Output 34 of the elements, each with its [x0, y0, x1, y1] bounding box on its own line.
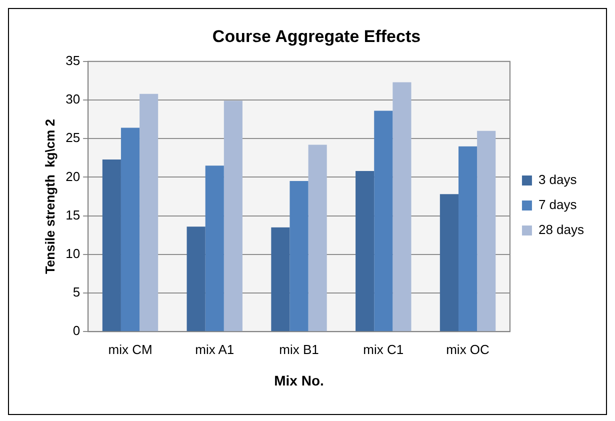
- y-tick-label: 10: [66, 246, 80, 261]
- y-tick-label: 5: [72, 284, 80, 300]
- y-tick-label: 15: [66, 207, 80, 222]
- bar: [308, 144, 327, 332]
- chart-title: Course Aggregate Effects: [212, 26, 421, 46]
- y-tick-label: 0: [72, 323, 80, 338]
- bar: [224, 100, 242, 332]
- x-tick-label: mix CM: [108, 342, 152, 357]
- y-tick-label: 35: [66, 52, 80, 68]
- bar: [392, 82, 412, 332]
- x-tick-label: mix C1: [363, 342, 404, 357]
- x-tick-label: mix A1: [195, 342, 234, 357]
- legend-label: 28 days: [538, 222, 584, 238]
- y-tick-label: 30: [66, 92, 80, 107]
- x-tick-label: mix OC: [446, 342, 490, 357]
- legend-label: 7 days: [538, 197, 578, 212]
- bar: [140, 94, 158, 332]
- bar: [477, 130, 496, 332]
- x-axis-title: Mix No.: [274, 372, 324, 388]
- bar: [290, 181, 308, 332]
- x-tick-label: mix B1: [279, 342, 319, 357]
- y-tick-label: 20: [66, 168, 80, 184]
- legend-label: 3 days: [538, 172, 578, 188]
- bar: [440, 194, 458, 332]
- y-tick-label: 25: [66, 130, 80, 146]
- bar: [186, 226, 206, 332]
- y-axis-title: Tensile strength kg\cm 2: [42, 118, 58, 274]
- bar: [374, 110, 393, 332]
- bar: [102, 159, 121, 332]
- bar: [458, 146, 478, 332]
- bar: [120, 128, 140, 332]
- bar: [271, 227, 290, 332]
- bar: [356, 171, 374, 332]
- bar: [205, 166, 224, 332]
